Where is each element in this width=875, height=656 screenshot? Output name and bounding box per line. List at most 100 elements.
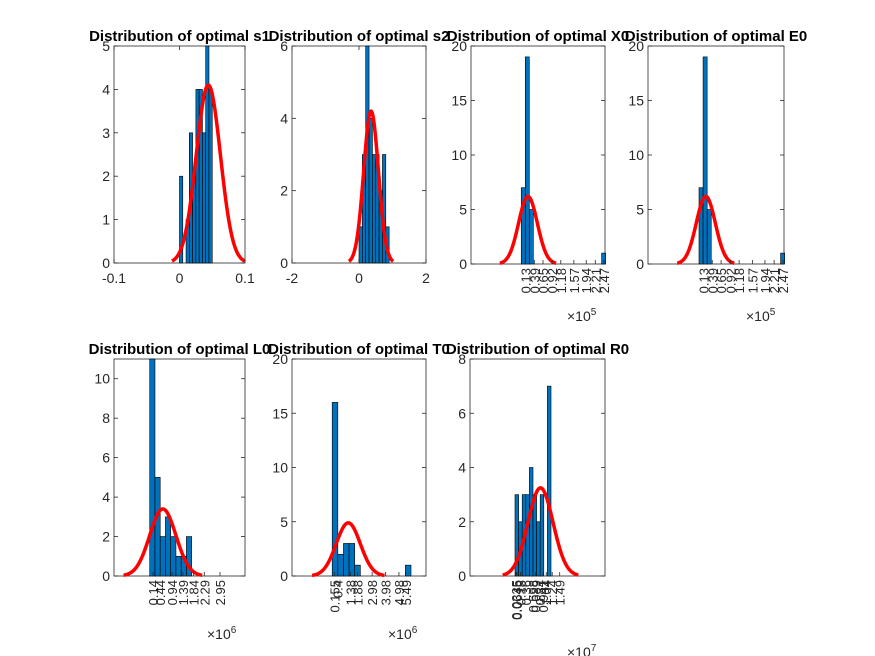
- histogram-bar: [165, 516, 171, 577]
- x-exponent-label: ×106: [388, 625, 418, 642]
- x-tick-label: 0.84: [533, 580, 548, 605]
- x-tick-label: 1.94: [758, 268, 773, 293]
- y-tick-label: 2: [102, 529, 110, 545]
- chart-title: Distribution of optimal E0: [625, 28, 808, 45]
- normal-fit-curve: [498, 194, 558, 265]
- y-tick-label: 3: [102, 125, 110, 141]
- x-tick-label: 1.88: [350, 580, 365, 605]
- normal-fit-curve: [311, 521, 386, 578]
- y-tick-label: 15: [272, 405, 288, 421]
- y-tick-label: 20: [451, 38, 467, 54]
- x-tick-label: 1.18: [732, 268, 747, 293]
- histogram-bar: [170, 536, 177, 577]
- x-tick-label: 1.18: [554, 268, 569, 293]
- histogram-bar: [539, 494, 545, 577]
- histogram-bar: [536, 521, 541, 577]
- x-tick-label: 5.49: [399, 580, 414, 605]
- y-tick-label: 20: [628, 38, 644, 54]
- y-tick-label: 6: [458, 405, 466, 421]
- normal-fit-curve: [501, 486, 580, 577]
- y-tick-label: 15: [628, 93, 644, 109]
- histogram-bar: [372, 154, 377, 264]
- x-tick-label: 0.65: [714, 268, 729, 293]
- histogram-bar: [205, 45, 210, 264]
- x-tick-label: 2.98: [365, 580, 380, 605]
- x-tick-label: -2: [286, 270, 299, 286]
- x-tick-label: 0.941: [536, 580, 551, 613]
- x-tick-label: 0.65: [536, 268, 551, 293]
- x-tick-label: 2.21: [588, 268, 603, 293]
- x-tick-label: 2.29: [197, 580, 212, 605]
- x-exponent-label: ×105: [567, 307, 597, 324]
- y-tick-label: 6: [280, 38, 288, 54]
- chart-panel-7: 0 2 4 6 8 0.03350.06450.180.360.5980.6890.840…: [446, 341, 629, 656]
- x-tick-label: 2.95: [213, 580, 228, 605]
- y-tick-label: 0: [636, 256, 644, 272]
- chart-panel-4: 0 5 10 15 20 0.130.390.650.921.181.571.942.21…: [625, 28, 808, 324]
- x-tick-label: 2: [422, 270, 430, 286]
- x-tick-label: 0.92: [723, 268, 738, 293]
- x-tick-label: 0.1: [235, 270, 255, 286]
- chart-title: Distribution of optimal L0: [89, 341, 271, 358]
- x-tick-label: 0.14: [146, 580, 161, 605]
- chart-title: Distribution of optimal X0: [447, 28, 630, 45]
- x-tick-label: 1.94: [579, 268, 594, 293]
- x-tick-label: 1.39: [176, 580, 191, 605]
- x-tick-label: 0.36: [519, 580, 534, 605]
- x-tick-label: 0.4: [331, 580, 346, 598]
- x-tick-label: 0.13: [519, 268, 534, 293]
- x-tick-label: 0.598: [526, 580, 541, 613]
- histogram-bar: [702, 56, 708, 265]
- x-tick-label: 0.92: [545, 268, 560, 293]
- histogram-bar: [175, 555, 182, 577]
- x-exponent-label: ×106: [207, 625, 237, 642]
- y-tick-label: 5: [636, 202, 644, 218]
- y-tick-label: 1: [102, 212, 110, 228]
- y-tick-label: 0: [280, 568, 288, 584]
- chart-title: Distribution of optimal s2: [269, 28, 450, 45]
- x-tick-label: 2.47: [597, 268, 612, 293]
- y-tick-label: 5: [280, 514, 288, 530]
- x-exponent-value: 6: [231, 625, 237, 636]
- y-tick-label: 6: [102, 450, 110, 466]
- x-tick-label: 0.44: [153, 580, 168, 605]
- histogram-bar: [159, 536, 166, 577]
- histogram-bar: [149, 358, 156, 577]
- y-tick-label: 0: [102, 255, 110, 271]
- y-tick-label: 20: [272, 351, 288, 367]
- histogram-bar: [154, 477, 161, 577]
- y-tick-label: 8: [102, 410, 110, 426]
- x-tick-label: 1.04: [539, 580, 554, 605]
- x-tick-label: 1.49: [553, 580, 568, 605]
- chart-title: Distribution of optimal R0: [446, 341, 629, 358]
- histogram-bar: [208, 89, 213, 264]
- x-tick-label: 0.39: [527, 268, 542, 293]
- x-tick-label: 1.38: [344, 580, 359, 605]
- x-tick-label: 2.21: [767, 268, 782, 293]
- y-tick-label: 4: [102, 489, 110, 505]
- y-tick-label: 4: [280, 110, 288, 126]
- x-tick-label: 0.689: [529, 580, 544, 613]
- y-tick-label: 0: [458, 568, 466, 584]
- y-tick-label: 10: [451, 147, 467, 163]
- x-tick-label: 3.98: [379, 580, 394, 605]
- y-tick-label: 4: [458, 460, 466, 476]
- y-tick-label: 4: [102, 81, 110, 97]
- x-exponent-label: ×107: [567, 643, 597, 656]
- y-tick-label: 2: [280, 183, 288, 199]
- y-tick-label: 0: [459, 256, 467, 272]
- histogram-bar: [368, 118, 373, 264]
- x-tick-label: 0: [176, 270, 184, 286]
- histogram-bar: [529, 467, 534, 577]
- y-tick-label: 8: [458, 351, 466, 367]
- y-tick-label: 10: [94, 371, 110, 387]
- x-exponent-value: 7: [591, 643, 597, 654]
- x-exponent-label: ×105: [746, 307, 776, 324]
- normal-fit-curve: [676, 194, 736, 265]
- x-tick-label: 1.84: [187, 580, 202, 605]
- x-tick-label: 0: [355, 270, 363, 286]
- histogram-bar: [331, 402, 339, 577]
